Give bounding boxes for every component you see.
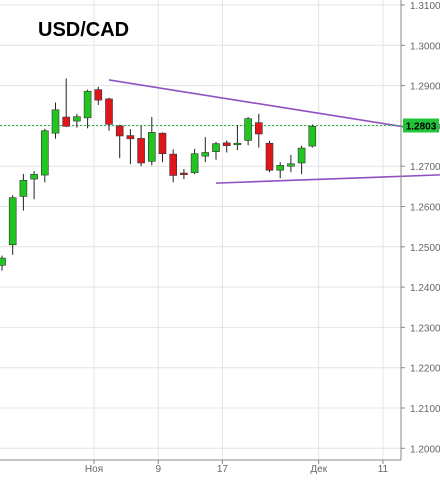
candle-body-up <box>8 197 17 246</box>
current-price-label: 1.2803 <box>406 121 437 132</box>
candle <box>255 113 263 148</box>
x-tick-label: 17 <box>217 464 229 475</box>
y-tick-label: 1.2000 <box>410 444 440 455</box>
candle <box>201 137 210 163</box>
candle <box>148 117 156 166</box>
candle-body-down <box>222 142 231 146</box>
y-tick-label: 1.2600 <box>410 203 440 214</box>
candle <box>276 162 285 179</box>
candle-body-down <box>126 135 135 140</box>
trendlines <box>108 79 440 184</box>
trendline-upper <box>108 79 404 128</box>
candle-body-up <box>244 118 252 141</box>
candle-body-up <box>51 109 60 134</box>
candle <box>126 129 135 165</box>
candle <box>180 169 188 180</box>
candle-body-up <box>19 180 28 197</box>
x-axis-ticks: Ноя 9 17 Дек 11 <box>85 460 389 475</box>
candle-body-up <box>0 257 6 266</box>
candle-body-down <box>115 125 124 137</box>
candle <box>51 102 60 139</box>
candles <box>0 78 317 271</box>
candle-body-down <box>255 122 263 135</box>
chart-title: USD/CAD <box>38 19 129 41</box>
y-tick-label: 1.2200 <box>410 364 440 375</box>
candle <box>212 142 220 160</box>
candle-body-up <box>190 153 199 173</box>
candle-body-up <box>276 165 285 171</box>
axes <box>0 0 402 461</box>
y-tick-label: 1.2100 <box>410 404 440 415</box>
candle-body-down <box>180 172 188 175</box>
candle <box>233 125 242 151</box>
x-tick-label: 11 <box>378 464 389 475</box>
x-tick-label: Дек <box>310 464 327 475</box>
candle-body-up <box>201 152 210 157</box>
y-tick-label: 1.2700 <box>410 162 440 173</box>
current-price-label-bg <box>403 118 439 133</box>
candle-body-down <box>105 98 113 125</box>
candle <box>73 113 81 128</box>
y-tick-label: 1.3000 <box>410 41 440 52</box>
y-tick-label: 1.2300 <box>410 323 440 334</box>
candle <box>222 140 231 153</box>
candle-body-up <box>308 126 317 147</box>
x-tick-label: 9 <box>155 464 161 475</box>
candle-body-down <box>169 153 177 176</box>
candle <box>169 149 177 183</box>
candle-body-down <box>94 89 103 101</box>
candle <box>297 145 306 175</box>
candle-body-up <box>73 116 81 122</box>
candle <box>158 132 167 163</box>
candle-body-down <box>158 132 167 155</box>
grid <box>0 0 401 460</box>
current-price-label-layer: 1.2803 <box>403 118 439 133</box>
candle-body-up <box>83 90 92 119</box>
candle <box>115 124 124 159</box>
candle-body-up <box>40 130 49 176</box>
candle <box>62 78 71 128</box>
candle-body-down <box>265 142 274 171</box>
x-tick-label: Ноя <box>85 464 103 475</box>
y-tick-label: 1.2500 <box>410 243 440 254</box>
trendline-lower <box>215 174 440 184</box>
candle <box>30 171 38 200</box>
candle <box>94 86 103 105</box>
candle <box>0 255 6 271</box>
candle-body-up <box>148 132 156 162</box>
candle <box>83 89 92 129</box>
candle <box>40 128 49 183</box>
candle <box>137 125 145 167</box>
y-tick-label: 1.3100 <box>410 1 440 12</box>
candle-body-down <box>62 116 71 127</box>
candle-body-up <box>297 147 306 164</box>
y-tick-label: 1.2400 <box>410 283 440 294</box>
candle <box>105 97 113 131</box>
candle-body-up <box>233 142 242 146</box>
candle <box>287 154 295 173</box>
candle <box>244 117 252 146</box>
y-axis-ticks: 1.31001.30001.29001.28001.27001.26001.25… <box>401 1 440 455</box>
candle <box>19 173 28 211</box>
candle-body-up <box>212 143 220 152</box>
y-tick-label: 1.2900 <box>410 82 440 93</box>
candle <box>265 140 274 173</box>
candle-body-down <box>137 138 145 164</box>
candle <box>8 195 17 255</box>
candle-body-up <box>287 163 295 167</box>
candle-body-up <box>30 173 38 180</box>
candle <box>190 148 199 175</box>
candle <box>308 124 317 148</box>
